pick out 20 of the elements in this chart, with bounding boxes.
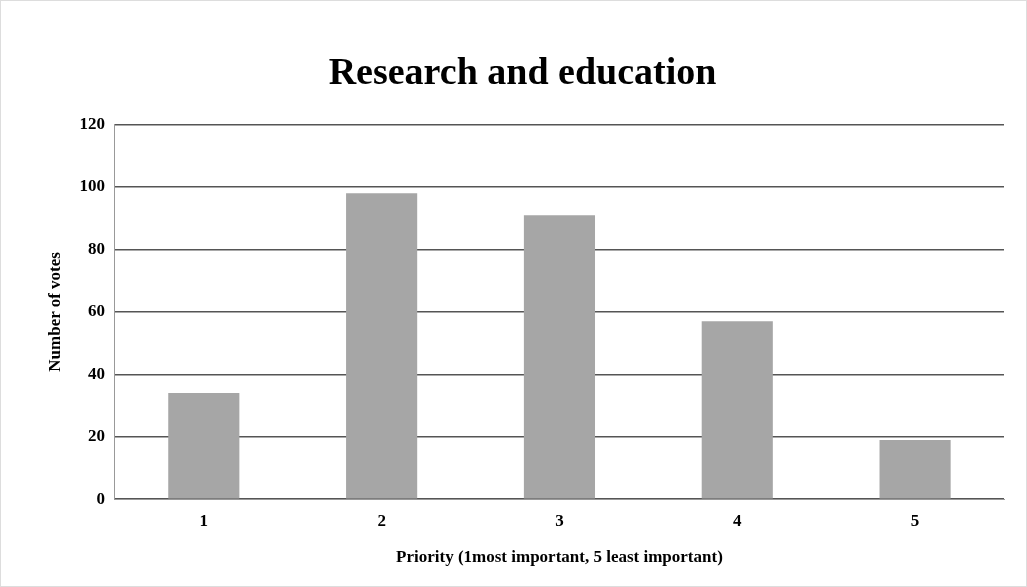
bar bbox=[346, 193, 418, 499]
x-axis-title: Priority (1most important, 5 least important) bbox=[396, 547, 723, 567]
y-tick-label: 120 bbox=[79, 113, 105, 133]
bar bbox=[523, 215, 596, 499]
y-tick-label: 20 bbox=[87, 426, 105, 446]
y-tick-label: 100 bbox=[79, 176, 105, 196]
x-tick-label: 4 bbox=[733, 510, 743, 530]
bar bbox=[879, 439, 951, 499]
bar bbox=[701, 321, 773, 499]
bar bbox=[168, 393, 240, 499]
x-tick-label: 2 bbox=[377, 510, 386, 530]
y-axis-title: Number of votes bbox=[44, 251, 64, 372]
x-tick-label: 1 bbox=[199, 510, 209, 530]
chart-title: Research and education bbox=[328, 49, 717, 92]
y-tick-label: 60 bbox=[87, 301, 105, 321]
x-tick-label: 3 bbox=[555, 510, 564, 530]
y-tick-label: 0 bbox=[96, 488, 105, 508]
y-tick-label: 80 bbox=[87, 238, 105, 258]
y-tick-label: 40 bbox=[87, 363, 105, 383]
x-tick-label: 5 bbox=[910, 510, 920, 530]
